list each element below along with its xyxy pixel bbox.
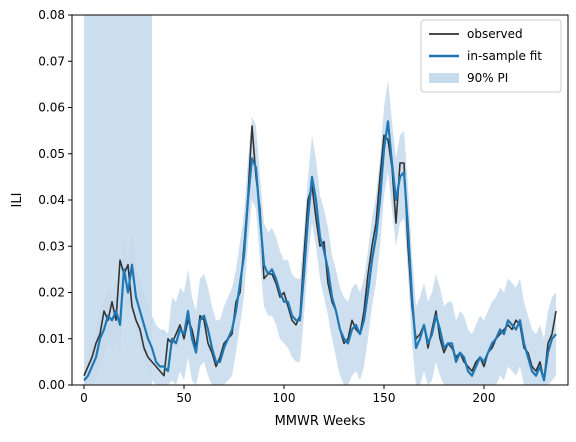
y-tick-label: 0.06 — [38, 101, 65, 115]
legend: observed in-sample fit 90% PI — [420, 19, 562, 93]
y-tick-label: 0.03 — [38, 239, 65, 253]
y-tick-label: 0.00 — [38, 378, 65, 392]
legend-label: observed — [467, 27, 523, 41]
y-tick-label: 0.02 — [38, 286, 65, 300]
y-tick-label: 0.08 — [38, 8, 65, 22]
plot-area — [83, 15, 557, 385]
y-axis-ticks: 0.00 0.01 0.02 0.03 0.04 0.05 0.06 0.07 0.08 — [38, 8, 72, 392]
y-tick-label: 0.05 — [38, 147, 65, 161]
y-axis-label: ILI — [10, 193, 25, 208]
legend-swatch-band — [429, 73, 459, 83]
x-axis-ticks: 0 50 100 150 200 — [80, 385, 495, 405]
x-tick-label: 150 — [373, 391, 396, 405]
legend-label: in-sample fit — [467, 49, 542, 63]
x-tick-label: 0 — [80, 391, 88, 405]
x-axis-label: MMWR Weeks — [275, 414, 366, 429]
legend-label: 90% PI — [467, 71, 508, 85]
y-tick-label: 0.04 — [38, 193, 65, 207]
x-tick-label: 200 — [473, 391, 496, 405]
x-tick-label: 50 — [176, 391, 191, 405]
y-tick-label: 0.01 — [38, 332, 65, 346]
x-tick-label: 100 — [273, 391, 296, 405]
observed-series-line — [83, 125, 557, 382]
fit-series-line — [83, 120, 557, 382]
y-tick-label: 0.07 — [38, 54, 65, 68]
